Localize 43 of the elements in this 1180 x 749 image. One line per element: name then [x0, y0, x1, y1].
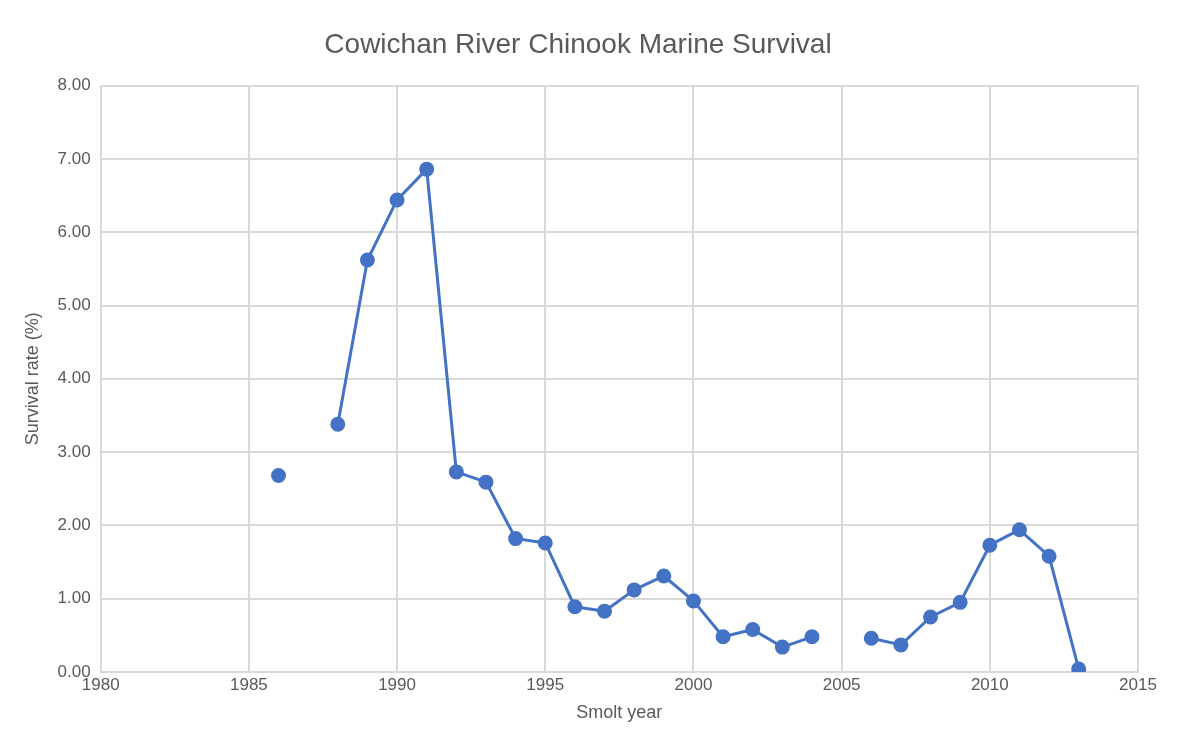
- point: [1041, 548, 1057, 564]
- point: [685, 593, 701, 609]
- point: [893, 637, 909, 653]
- x-tick-label: 2000: [674, 674, 713, 694]
- point: [597, 603, 613, 619]
- point: [271, 468, 287, 484]
- y-tick-label: 8.00: [57, 75, 91, 95]
- x-axis-title: Smolt year: [576, 702, 663, 723]
- point: [715, 629, 731, 645]
- x-tick-label: 1990: [378, 674, 416, 694]
- y-tick-label: 4.00: [57, 368, 91, 388]
- point: [863, 630, 879, 646]
- point: [774, 639, 790, 655]
- y-axis-title: Survival rate (%): [21, 312, 42, 446]
- point: [952, 594, 968, 610]
- point: [656, 568, 672, 584]
- point: [508, 531, 524, 547]
- point: [923, 609, 939, 625]
- y-tick-label: 2.00: [57, 515, 91, 535]
- y-tick-label: 5.00: [57, 295, 91, 315]
- point: [419, 161, 435, 177]
- point: [982, 537, 998, 553]
- point: [478, 474, 494, 490]
- point: [626, 582, 642, 598]
- x-tick-label: 2015: [1119, 674, 1157, 694]
- y-tick-label: 6.00: [57, 221, 91, 241]
- chart-title: Cowichan River Chinook Marine Survival: [324, 27, 832, 59]
- x-tick-label: 2010: [970, 674, 1009, 694]
- y-tick-label: 1.00: [57, 588, 91, 608]
- x-tick-label: 1985: [229, 674, 268, 694]
- point: [804, 629, 820, 645]
- point: [567, 599, 583, 615]
- point: [745, 621, 761, 637]
- point: [537, 535, 553, 551]
- point: [359, 252, 375, 268]
- x-tick-label: 1995: [526, 674, 565, 694]
- x-tick-label: 2005: [822, 674, 861, 694]
- point: [448, 464, 464, 480]
- y-tick-label: 7.00: [57, 148, 91, 168]
- point: [1011, 522, 1027, 538]
- point: [330, 416, 346, 432]
- point: [389, 192, 405, 208]
- y-tick-label: 3.00: [57, 441, 91, 461]
